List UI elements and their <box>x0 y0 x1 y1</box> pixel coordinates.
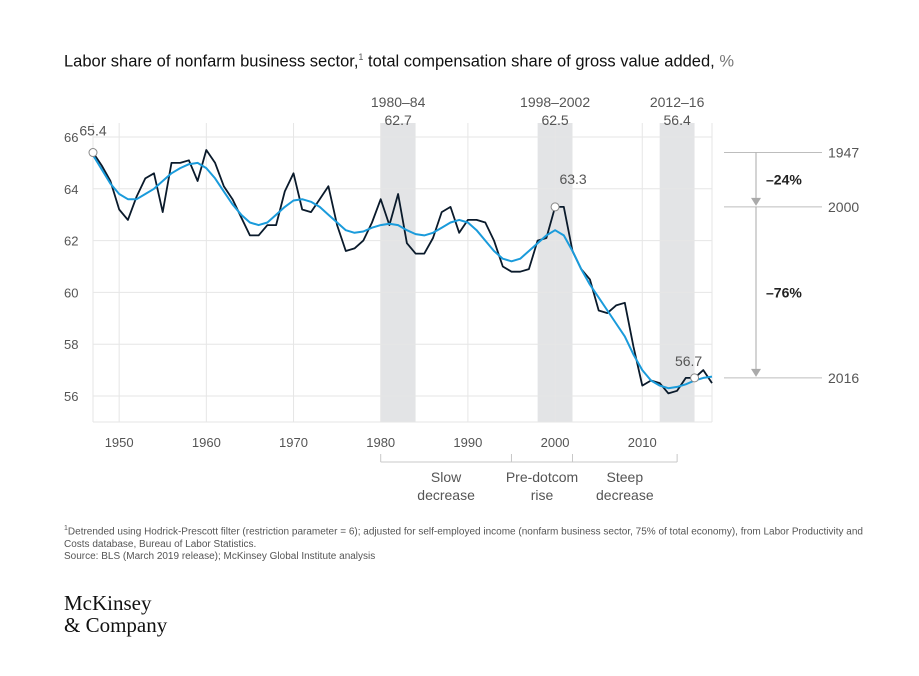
x-tick-label: 1960 <box>192 435 221 450</box>
footnote-1-marker: 1 <box>64 525 68 532</box>
phase-label: Steep <box>607 469 644 485</box>
x-tick-label: 2000 <box>541 435 570 450</box>
point-value-label: 56.7 <box>675 353 702 369</box>
footnote-1-text: Detrended using Hodrick-Prescott filter … <box>64 526 863 550</box>
reference-year-label: 1947 <box>828 145 859 161</box>
highlight-point <box>690 373 700 383</box>
y-tick-label: 64 <box>64 182 78 197</box>
logo-line-2: & Company <box>64 613 168 637</box>
decline-arrow-head <box>751 368 761 377</box>
period-average-label: 62.7 <box>385 112 412 128</box>
footnote-1: 1Detrended using Hodrick-Prescott filter… <box>64 523 884 551</box>
trend-line <box>92 154 713 390</box>
x-tick-label: 1950 <box>105 435 134 450</box>
shaded-period-2 <box>659 123 695 422</box>
x-tick-label: 1980 <box>366 435 395 450</box>
period-label: 1980–84 <box>371 94 426 110</box>
y-tick-label: 66 <box>64 130 78 145</box>
x-tick-label: 2010 <box>628 435 657 450</box>
decline-share-label: –24% <box>766 172 802 188</box>
highlight-point <box>550 202 560 212</box>
reference-year-label: 2000 <box>828 199 859 215</box>
reference-year-label: 2016 <box>828 370 859 386</box>
y-tick-label: 56 <box>64 389 78 404</box>
x-tick-label: 1970 <box>279 435 308 450</box>
period-label: 2012–16 <box>650 94 705 110</box>
footnotes: 1Detrended using Hodrick-Prescott filter… <box>64 523 884 564</box>
title-unit: % <box>719 52 735 71</box>
title-footnote-marker: 1 <box>358 52 364 62</box>
period-average-label: 56.4 <box>664 112 691 128</box>
title-main: Labor share of nonfarm business sector, <box>64 52 359 71</box>
mckinsey-logo: McKinsey & Company <box>64 592 167 636</box>
period-label: 1998–2002 <box>520 94 590 110</box>
phase-label: Pre-dotcom <box>506 469 578 485</box>
highlight-point <box>88 148 98 158</box>
phase-label: rise <box>531 487 554 503</box>
source-note: Source: BLS (March 2019 release); McKins… <box>64 551 376 563</box>
phase-label: decrease <box>417 487 475 503</box>
shaded-period-0 <box>380 123 416 422</box>
title-rest: total compensation share of gross value … <box>368 52 715 71</box>
x-tick-label: 1990 <box>453 435 482 450</box>
phase-label: decrease <box>596 487 654 503</box>
y-tick-label: 62 <box>64 234 78 249</box>
period-average-label: 62.5 <box>541 112 568 128</box>
decline-arrow-head <box>751 197 761 206</box>
y-tick-label: 60 <box>64 285 78 300</box>
chart-title: Labor share of nonfarm business sector,1… <box>64 52 734 72</box>
y-tick-label: 58 <box>64 337 78 352</box>
point-value-label: 63.3 <box>559 171 586 187</box>
point-value-label: 65.4 <box>79 123 106 139</box>
decline-share-label: –76% <box>766 284 802 300</box>
labor-share-chart: 56 58 60 62 64 66 1950 1960 1970 1980 1990 2000 2010… <box>64 94 859 503</box>
logo-line-1: McKinsey <box>64 591 152 615</box>
phase-label: Slow <box>431 469 462 485</box>
